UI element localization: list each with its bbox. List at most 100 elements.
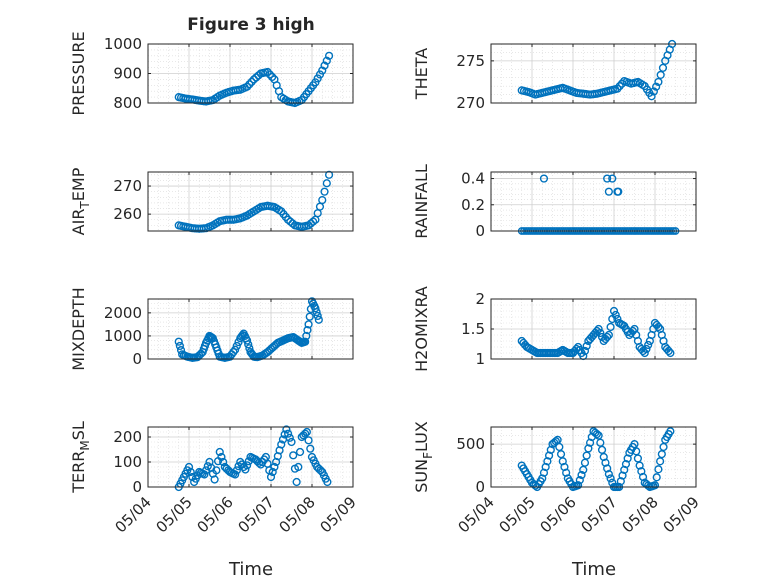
subplot-h2omixra: 1 1.5 2 H2OMIXRA: [412, 286, 697, 372]
data-point: [322, 56, 331, 65]
data-point: [301, 429, 310, 438]
y-axis-label: AIRTEMP: [69, 167, 92, 235]
data-point: [654, 77, 663, 87]
x-tick-label: 05/09: [660, 493, 703, 536]
data-point: [314, 315, 323, 324]
x-tick-label: 05/06: [194, 493, 237, 536]
data-point: [609, 306, 619, 316]
data-point: [287, 437, 296, 447]
data-point: [277, 440, 286, 449]
data-point: [200, 470, 209, 479]
data-point: [283, 429, 293, 438]
x-tick-label: 05/05: [153, 493, 196, 536]
data-point: [219, 457, 228, 467]
data-point: [658, 63, 668, 72]
data-point: [615, 82, 624, 91]
data-point: [303, 326, 312, 335]
data-point: [650, 481, 660, 490]
data-point: [596, 438, 605, 447]
subplot-rainfall: 0 0.2 0.4 RAINFALL: [412, 164, 697, 240]
data-point: [302, 427, 311, 437]
data-point: [652, 82, 661, 91]
y-tick-label: 200: [113, 428, 142, 446]
data-point: [215, 447, 224, 457]
data-point: [597, 445, 607, 454]
y-tick-label: 900: [113, 65, 142, 83]
data-point: [582, 451, 591, 460]
y-tick-label: 270: [456, 94, 485, 112]
data-point: [231, 470, 240, 479]
data-point: [265, 70, 274, 79]
y-tick-label: 1: [475, 350, 485, 368]
subplot-pressure: 800 900 1000 PRESSURE: [69, 31, 354, 116]
axes-background: [491, 172, 696, 231]
x-tick-label: 05/04: [455, 493, 498, 536]
data-point: [312, 307, 321, 317]
data-point: [604, 330, 613, 340]
data-point: [184, 462, 194, 472]
y-tick-label: 270: [113, 177, 142, 195]
y-axis-label: PRESSURE: [69, 31, 88, 115]
data-point: [596, 328, 605, 338]
y-tick-label: 0: [132, 350, 142, 368]
data-point: [268, 72, 277, 82]
data-point: [649, 87, 658, 96]
axes-box: [147, 298, 354, 360]
data-point: [579, 465, 588, 474]
data-point: [553, 435, 562, 444]
data-point: [232, 341, 241, 351]
axes-box: [147, 43, 354, 104]
data-point: [268, 467, 277, 477]
data-point: [575, 476, 584, 485]
y-axis-label: TERRMSL: [69, 421, 92, 494]
data-point: [594, 431, 603, 440]
data-point: [186, 467, 195, 477]
data-point: [311, 304, 320, 313]
data-point: [320, 187, 329, 196]
data-point: [288, 219, 297, 228]
data-point: [577, 470, 586, 480]
data-point: [580, 458, 590, 467]
data-point: [306, 444, 315, 453]
y-axis-label: H2OMIXRA: [412, 286, 431, 372]
data-point: [613, 84, 622, 93]
data-point: [666, 427, 675, 436]
data-point: [630, 440, 639, 449]
axes-box: [147, 426, 354, 488]
data-point: [245, 80, 254, 89]
data-point: [606, 474, 615, 483]
data-point: [292, 477, 301, 487]
data-point: [217, 452, 226, 462]
data-point: [664, 346, 673, 356]
data-point: [320, 61, 329, 70]
x-tick-label: 05/08: [276, 493, 319, 536]
data-point: [242, 336, 252, 345]
y-tick-label: 2: [475, 290, 485, 308]
subplot-air-temp: 260 270 AIRTEMP: [69, 167, 354, 235]
data-point: [666, 348, 675, 358]
data-point: [594, 324, 603, 334]
data-point: [231, 345, 240, 354]
data-point: [241, 465, 250, 474]
data-point: [604, 470, 613, 479]
data-point: [242, 461, 252, 470]
data-point: [551, 437, 561, 446]
data-point: [174, 337, 183, 346]
x-tick-label: 05/08: [619, 493, 662, 536]
data-point: [656, 457, 665, 466]
data-point: [614, 187, 623, 196]
data-point: [611, 310, 620, 320]
data-point: [608, 174, 617, 183]
x-axis-label-right: Time: [571, 559, 616, 580]
x-tick-label: 05/04: [112, 493, 155, 536]
x-tick-label: 05/06: [537, 493, 580, 536]
data-point: [572, 344, 581, 354]
data-point: [304, 436, 313, 445]
data-point: [305, 312, 314, 321]
axes-box: [147, 171, 354, 232]
data-point: [582, 341, 591, 351]
data-point: [295, 447, 305, 457]
data-point: [263, 67, 272, 77]
data-point: [244, 340, 253, 349]
